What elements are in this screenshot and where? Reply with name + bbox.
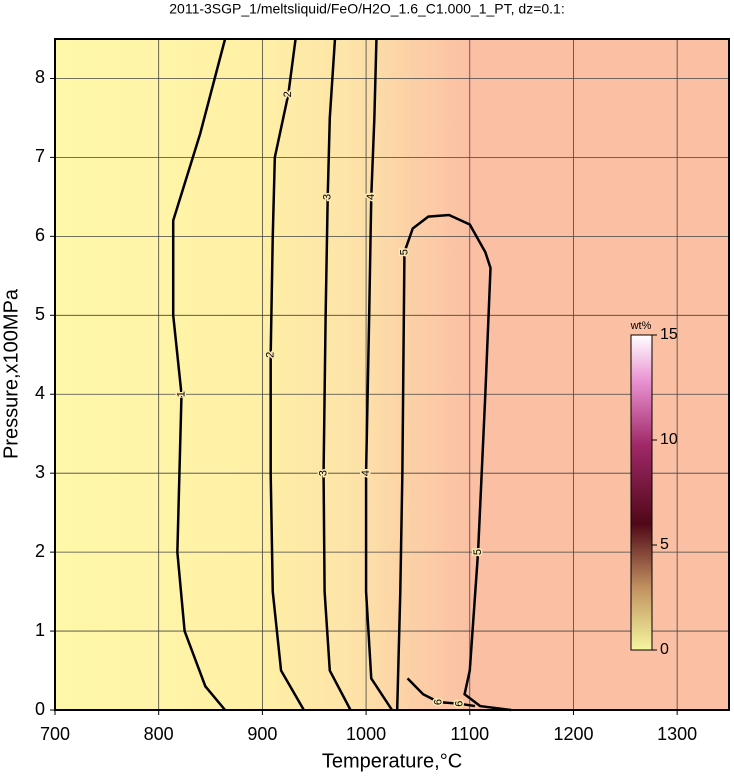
contour-label: 2 bbox=[282, 91, 294, 97]
y-axis-label: Pressure,x100MPa bbox=[0, 288, 22, 459]
y-tick-label: 0 bbox=[35, 699, 45, 719]
colorbar bbox=[630, 334, 653, 651]
contour-label: 1 bbox=[175, 391, 187, 397]
contour-label: 6 bbox=[433, 699, 445, 705]
contour-line bbox=[395, 213, 512, 712]
y-tick-label: 3 bbox=[35, 462, 45, 482]
x-tick-label: 1000 bbox=[346, 724, 386, 744]
colorbar-label: wt% bbox=[630, 320, 652, 332]
x-axis-label: Temperature,°C bbox=[322, 750, 462, 772]
x-tick-label: 1200 bbox=[553, 724, 593, 744]
contour-label: 2 bbox=[265, 352, 277, 358]
colorbar-tick-label: 10 bbox=[660, 431, 678, 448]
chart-title: 2011-3SGP_1/meltsliquid/FeO/H2O_1.6_C1.0… bbox=[169, 1, 564, 17]
contour-line bbox=[406, 677, 476, 708]
y-tick-label: 5 bbox=[35, 304, 45, 324]
x-tick-label: 800 bbox=[144, 724, 174, 744]
contour-label: 4 bbox=[360, 470, 372, 476]
x-tick-label: 1300 bbox=[657, 724, 697, 744]
plot-background bbox=[55, 39, 729, 710]
grid bbox=[54, 39, 729, 711]
contour-label: 3 bbox=[317, 470, 329, 476]
plot-frame bbox=[54, 38, 730, 711]
y-tick-label: 6 bbox=[35, 225, 45, 245]
y-tick-label: 8 bbox=[35, 67, 45, 87]
contour-label: 5 bbox=[398, 249, 410, 255]
y-tick-label: 4 bbox=[35, 383, 45, 403]
contour-label: 5 bbox=[472, 549, 484, 555]
x-tick-label: 700 bbox=[40, 724, 70, 744]
x-tick-label: 900 bbox=[247, 724, 277, 744]
colorbar-tick-label: 15 bbox=[660, 326, 678, 343]
contour-label: 4 bbox=[365, 194, 377, 200]
contour-label: 3 bbox=[322, 194, 334, 200]
contour-label: 6 bbox=[453, 701, 465, 707]
contour-line bbox=[171, 38, 227, 711]
colorbar-tick-label: 0 bbox=[660, 641, 669, 658]
x-tick-label: 1100 bbox=[450, 724, 489, 744]
contour-line bbox=[322, 38, 352, 711]
contours bbox=[171, 38, 512, 712]
contour-line bbox=[364, 38, 394, 711]
y-tick-label: 1 bbox=[35, 620, 45, 640]
contour-line bbox=[269, 38, 305, 711]
y-tick-label: 7 bbox=[35, 146, 45, 166]
y-tick-label: 2 bbox=[35, 541, 45, 561]
colorbar-tick-label: 5 bbox=[660, 536, 669, 553]
